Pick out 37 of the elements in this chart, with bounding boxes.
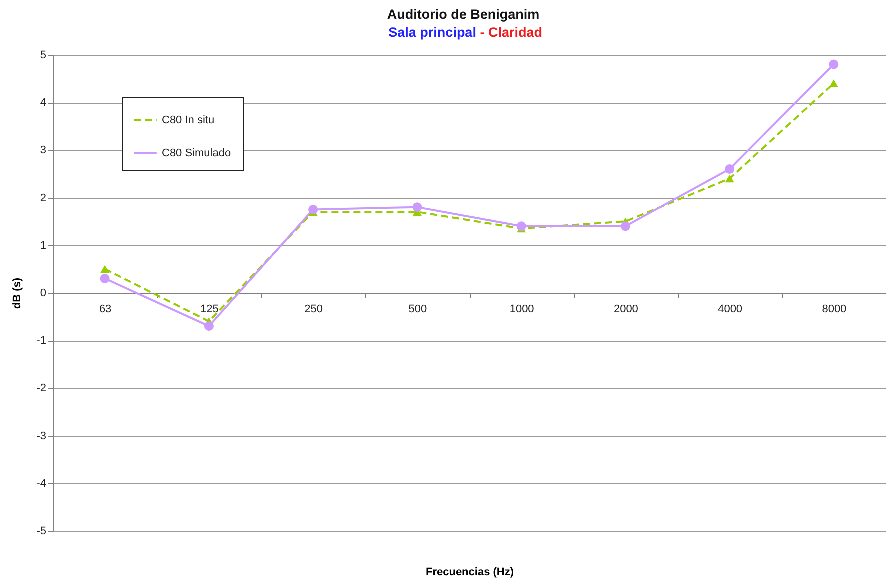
- point: [725, 164, 735, 174]
- y-tick-label: -4: [36, 478, 46, 490]
- y-tick-label: 3: [40, 144, 46, 157]
- text: - Claridad: [480, 25, 543, 40]
- y-tick-label: 0: [40, 288, 46, 300]
- point: [412, 202, 422, 212]
- x-tick-label: 1000: [510, 304, 534, 316]
- point: [829, 60, 839, 70]
- x-tick-label: 8000: [822, 304, 847, 316]
- y-tick-label: -1: [36, 335, 46, 348]
- text: Sala principal: [388, 25, 476, 40]
- x-axis-title: Frecuencias (Hz): [426, 566, 514, 578]
- x-tick-label: 250: [304, 304, 323, 316]
- y-tick-label: 4: [40, 97, 46, 110]
- x-tick-label: 500: [408, 304, 428, 316]
- y-tick-label: -2: [36, 382, 46, 395]
- legend-label: C80 In situ: [162, 114, 215, 126]
- y-tick-label: 1: [40, 240, 46, 252]
- point: [100, 274, 110, 284]
- chart-title: Auditorio de Beniganim: [387, 7, 540, 22]
- x-tick-label: 125: [200, 304, 219, 316]
- point: [829, 80, 838, 88]
- y-tick-label: -3: [36, 430, 46, 442]
- point: [204, 322, 214, 332]
- y-axis-title: dB (s): [12, 278, 24, 310]
- x-tick-label: 4000: [718, 304, 743, 316]
- point: [620, 222, 630, 232]
- legend-label: C80 Simulado: [162, 148, 232, 160]
- y-tick-label: 2: [40, 192, 46, 204]
- point: [725, 174, 734, 183]
- y-tick-label: 5: [40, 50, 46, 62]
- x-tick-label: 2000: [614, 304, 638, 316]
- y-tick-label: -5: [36, 526, 46, 538]
- point: [100, 265, 110, 274]
- point: [308, 204, 318, 214]
- point: [516, 222, 526, 232]
- x-tick-label: 63: [99, 304, 112, 316]
